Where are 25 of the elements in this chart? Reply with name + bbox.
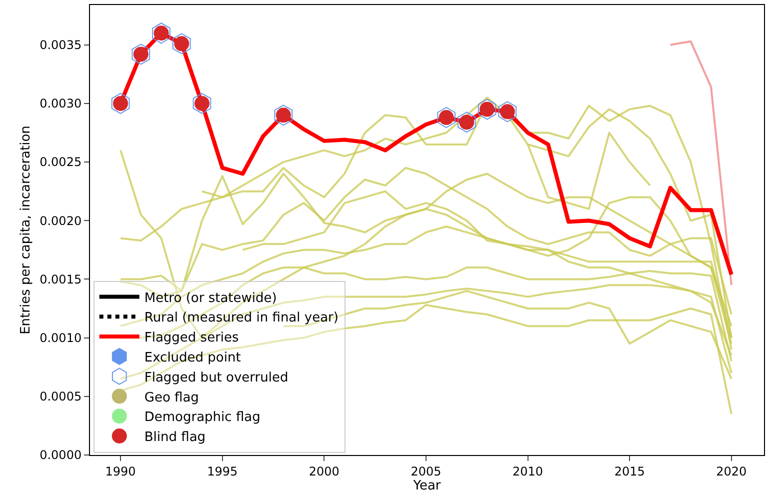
- legend-label: Blind flag: [144, 430, 206, 446]
- y-tick-label: 0.0010: [40, 331, 82, 346]
- x-tick-label: 2005: [410, 464, 442, 478]
- x-tick-label: 2015: [614, 464, 645, 478]
- x-tick-label: 2010: [512, 464, 544, 478]
- y-tick-label: 0.0035: [40, 38, 82, 52]
- legend-label: Flagged but overruled: [144, 370, 288, 386]
- x-tick-label: 1990: [105, 464, 136, 478]
- x-tick-label: 2020: [716, 464, 747, 478]
- x-axis-title: Year: [412, 478, 442, 494]
- y-tick-label: 0.0020: [40, 214, 82, 228]
- legend-label: Excluded point: [144, 350, 241, 366]
- y-tick-label: 0.0030: [40, 96, 82, 111]
- legend-label: Rural (measured in final year): [144, 310, 338, 326]
- legend-label: Metro (or statewide): [144, 290, 277, 306]
- x-tick-label: 1995: [207, 464, 238, 478]
- legend-label: Geo flag: [144, 390, 199, 406]
- y-tick-label: 0.0000: [40, 448, 82, 462]
- legend-label: Demographic flag: [144, 410, 260, 426]
- x-tick-label: 2000: [308, 464, 340, 478]
- y-axis-title: Entries per capita, incarceration: [18, 126, 34, 334]
- legend-label: Flagged series: [144, 330, 240, 346]
- y-tick-label: 0.0005: [40, 390, 82, 404]
- y-tick-label: 0.0025: [40, 155, 82, 170]
- y-tick-label: 0.0015: [40, 272, 82, 286]
